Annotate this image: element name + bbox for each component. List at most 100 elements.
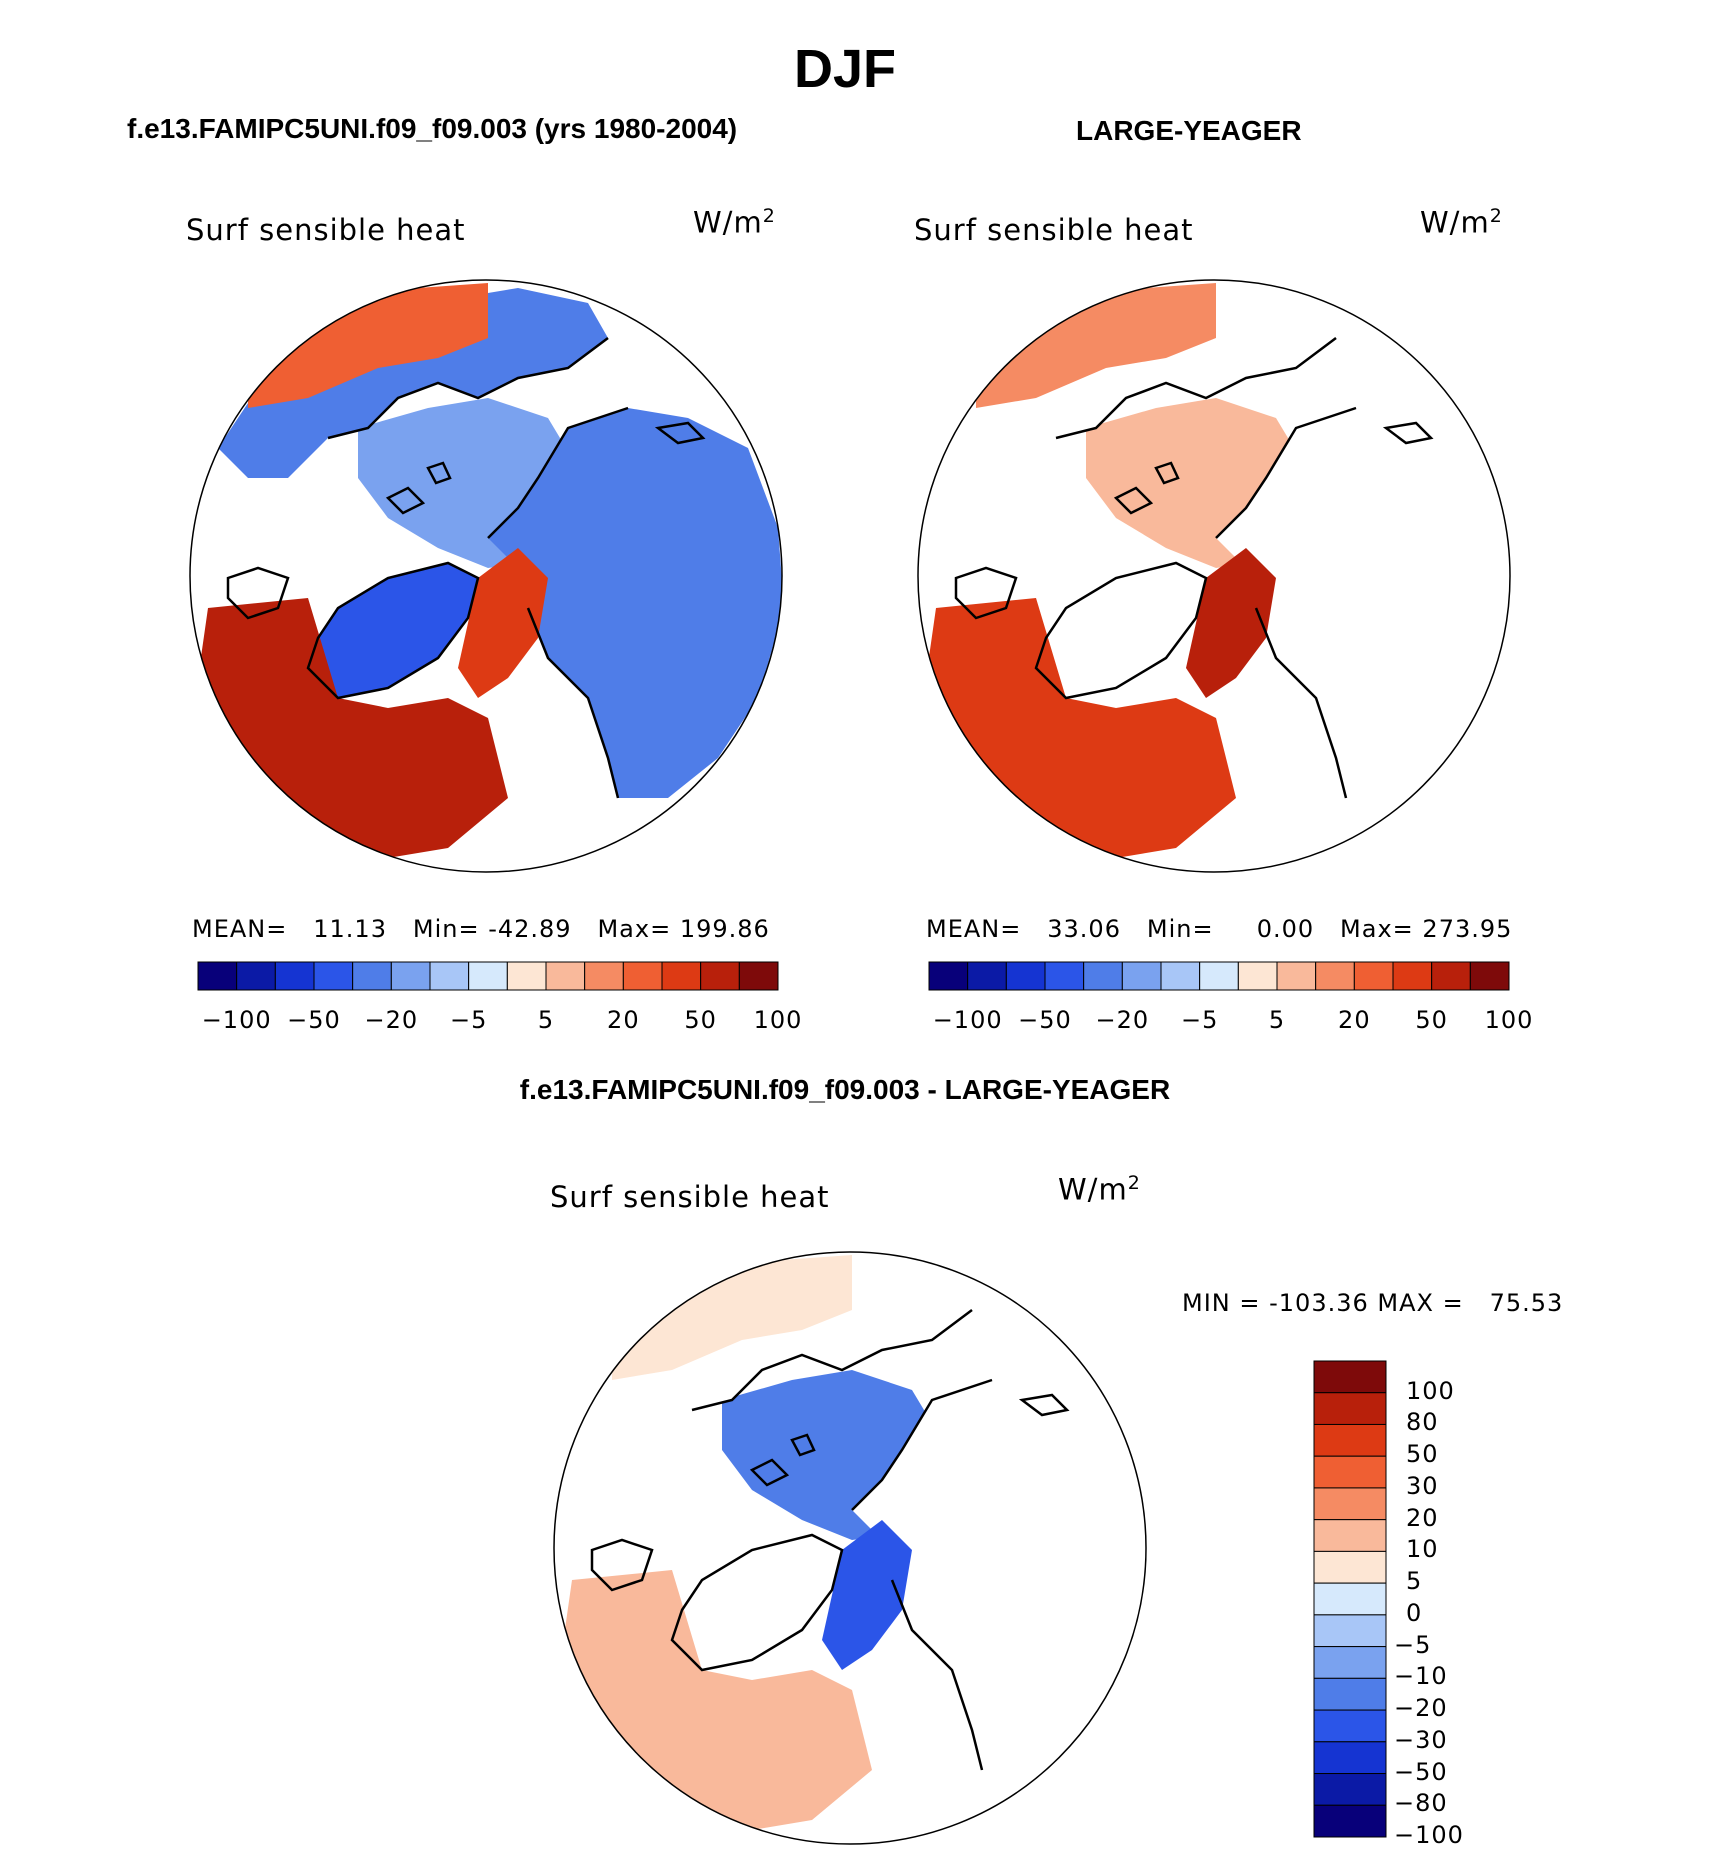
panel1-title: f.e13.FAMIPC5UNI.f09_f09.003 (yrs 1980-2…: [127, 113, 738, 144]
panel1-map-border: [189, 279, 783, 873]
panel2-colorbar-cell-4: [1083, 961, 1123, 991]
panel1-colorbar-tick: −50: [287, 1006, 341, 1034]
diff-colorbar-cell-1: [1313, 1392, 1387, 1425]
panel2-colorbar-cell-14: [1469, 961, 1510, 991]
diff-colorbar-tick: −10: [1394, 1662, 1448, 1691]
panel2-variable-label: Surf sensible heat: [914, 213, 1194, 247]
diff-region-greenland: [672, 1535, 842, 1670]
diff-colorbar-cell-4: [1313, 1487, 1387, 1521]
panel1-colorbar-tick: −100: [201, 1006, 272, 1034]
panel2-coastline-5: [1382, 421, 1434, 445]
panel1-colorbar-tick: 20: [607, 1006, 640, 1034]
panel2-coastline-3: [1254, 607, 1348, 799]
panel2-map-border: [917, 279, 1511, 873]
panel2-title: LARGE-YEAGER: [1076, 115, 1302, 146]
panel1-colorbar-tick: −5: [449, 1006, 488, 1034]
panel2-mean-label: MEAN=: [926, 915, 1022, 943]
panel1-colorbar-cell-7: [468, 961, 508, 991]
panel2-colorbar-cell-3: [1044, 961, 1085, 991]
panel2-colorbar-cell-8: [1237, 961, 1278, 991]
diff-colorbar-tick: 5: [1406, 1567, 1423, 1596]
panel1-variable-label: Surf sensible heat: [186, 213, 466, 247]
diff-colorbar-tick: −50: [1394, 1757, 1448, 1786]
panel1-coastline-7: [426, 461, 452, 485]
panel1-colorbar-cell-6: [429, 961, 470, 991]
panel1-colorbar-tick: 5: [537, 1006, 555, 1034]
panel2-colorbar-cell-13: [1431, 961, 1471, 991]
panel1-coastline-3: [526, 607, 620, 799]
panel2-colorbar-cell-6: [1160, 961, 1201, 991]
panel2-colorbar-cell-2: [1005, 961, 1046, 991]
panel1-coastline-4: [226, 566, 290, 620]
diff-colorbar-cell-14: [1313, 1804, 1387, 1838]
panel1-colorbar-tick: 100: [753, 1006, 803, 1034]
diff-coastline-2: [851, 1378, 993, 1511]
panel2-region-nordic-seas: [1186, 548, 1276, 698]
panel1-coastline-0: [327, 337, 609, 440]
panel1-colorbar: −100 −50 −20 −5 5 20 50 100: [197, 961, 801, 1042]
panel1-coastline-1: [306, 561, 480, 700]
panel2-min-value: 0.00: [1256, 915, 1315, 943]
diff-min-value: -103.36: [1269, 1289, 1369, 1317]
panel2-colorbar-cell-1: [967, 961, 1007, 991]
diff-colorbar-tick: 50: [1406, 1440, 1439, 1469]
panel2-max-value: 273.95: [1422, 915, 1513, 943]
diff-colorbar-cell-12: [1313, 1741, 1387, 1775]
panel1-coastline-2: [487, 406, 629, 539]
panel1-colorbar-cell-1: [236, 961, 276, 991]
panel1-colorbar-cell-13: [700, 961, 740, 991]
panel1-colorbar-cell-5: [390, 961, 431, 991]
panel1-coastline-5: [654, 421, 706, 445]
panel2-colorbar-cell-11: [1353, 961, 1394, 991]
panel2-colorbar-cell-0: [928, 961, 969, 991]
panel1-colorbar-tick: 50: [684, 1006, 717, 1034]
panel2-colorbar-tick: −100: [932, 1006, 1003, 1034]
panel1-colorbar-cell-2: [274, 961, 315, 991]
panel2-region-north-pacific: [976, 283, 1216, 408]
panel2-coastline-0: [1055, 337, 1337, 440]
panel1-colorbar-cell-4: [352, 961, 392, 991]
panel1-stats: MEAN= 11.13 Min= -42.89 Max= 199.86: [192, 915, 770, 943]
diff-colorbar-cell-5: [1313, 1519, 1387, 1552]
diff-colorbar-tick: 30: [1406, 1471, 1439, 1500]
diff-colorbar-cell-6: [1313, 1550, 1387, 1584]
panel1-region-eurasia: [218, 288, 608, 478]
diff-coastline-3: [890, 1579, 984, 1771]
panel1-min-value: -42.89: [488, 915, 572, 943]
panel1-mean-label: MEAN=: [192, 915, 288, 943]
panel2-colorbar-tick: 5: [1268, 1006, 1286, 1034]
diff-region-nordic-seas: [822, 1520, 912, 1670]
diff-coastline-4: [590, 1538, 654, 1592]
diff-colorbar-cell-11: [1313, 1709, 1387, 1743]
panel2-colorbar-tick: −50: [1018, 1006, 1072, 1034]
panel1-max-value: 199.86: [679, 915, 770, 943]
panel1-colorbar-cell-11: [622, 961, 663, 991]
panel1-colorbar-cell-3: [313, 961, 354, 991]
diff-colorbar-tick: 20: [1406, 1503, 1439, 1532]
diff-colorbar-tick: −5: [1394, 1630, 1432, 1659]
diff-colorbar-cell-0: [1313, 1360, 1387, 1394]
diff-region-north-america: [852, 1380, 1146, 1770]
panel2-colorbar-tick: −20: [1095, 1006, 1150, 1034]
panel2-coastline-7: [1154, 461, 1180, 485]
diff-colorbar-tick: 100: [1406, 1376, 1455, 1405]
panel1-colorbar-cell-0: [197, 961, 238, 991]
panel1-mean-value: 11.13: [313, 915, 387, 943]
diff-colorbar-cell-13: [1313, 1773, 1387, 1806]
panel1-max-label: Max=: [597, 915, 672, 943]
diff-coastline-7: [790, 1433, 816, 1457]
panel2-coastline-4: [954, 566, 1018, 620]
diff-colorbar: 100 80 50 30 20 10 5 0 −5 −10 −20 −30 −50 −80 −100: [1313, 1360, 1474, 1849]
diff-colorbar-cell-10: [1313, 1677, 1387, 1711]
diff-coastline-5: [1018, 1393, 1070, 1417]
diff-max-value: 75.53: [1489, 1289, 1564, 1317]
diff-units-label: W/m2: [1058, 1172, 1141, 1207]
diff-min-label: MIN =: [1182, 1289, 1261, 1317]
diff-colorbar-tick: 80: [1406, 1408, 1439, 1437]
diff-colorbar-tick: −30: [1394, 1725, 1448, 1754]
panel2-polar-map: [917, 279, 1511, 873]
panel2-colorbar-tick: 100: [1484, 1006, 1534, 1034]
panel1-coastline-6: [385, 486, 426, 515]
panel2-region-eurasia: [946, 288, 1336, 478]
diff-max-label: MAX =: [1377, 1289, 1464, 1317]
